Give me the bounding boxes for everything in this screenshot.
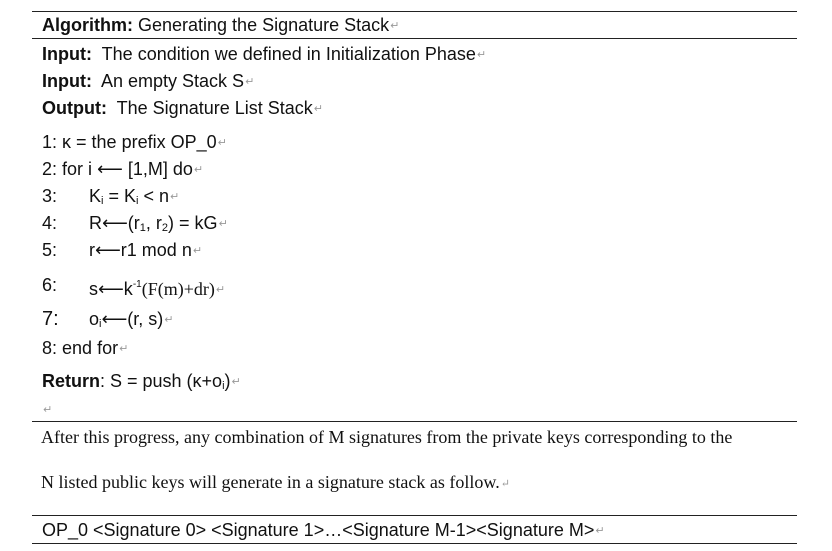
- return-label: Return: [42, 371, 100, 391]
- paragraph-mark: ↵: [245, 76, 255, 89]
- paragraph-mark: ↵: [193, 164, 204, 177]
- step-number: 2:: [42, 159, 58, 179]
- step-7: 7: oi⟵(r, s)↵: [42, 308, 173, 330]
- step-number: 8:: [42, 338, 58, 358]
- return-line: Return: S = push (κ+oi)↵: [42, 370, 241, 397]
- output-label: Output:: [42, 98, 107, 118]
- return-text: : S = push (κ+o: [100, 371, 223, 391]
- subscript: i: [101, 195, 104, 207]
- step-text-part: , r: [145, 213, 162, 233]
- paragraph-mark: ↵: [476, 49, 487, 62]
- input-line-1: Input: The condition we defined in Initi…: [42, 43, 486, 66]
- step-number: 5:: [42, 240, 58, 260]
- step-text: R⟵(r1, r2) = kG↵: [89, 212, 228, 239]
- step-text: s⟵k-1(F(m)+dr)↵: [89, 274, 225, 301]
- step-text-part: = K: [103, 186, 136, 206]
- paragraph-line-2: N listed public keys will generate in a …: [41, 471, 510, 495]
- step-2: 2: for i ⟵ [1,M] do↵: [42, 158, 203, 181]
- paragraph-mark: ↵: [43, 404, 53, 417]
- return-text: ): [224, 371, 231, 391]
- paragraph-mark: ↵: [192, 245, 203, 258]
- step-text-part: < n: [138, 186, 169, 206]
- paragraph-mark: ↵: [390, 20, 400, 33]
- paragraph-mark: ↵: [595, 525, 605, 538]
- paragraph-mark: ↵: [217, 137, 227, 150]
- step-text: end for: [62, 338, 119, 358]
- step-5: 5: r⟵r1 mod n↵: [42, 239, 202, 261]
- signature-stack-text: OP_0 <Signature 0> <Signature 1>…<Signat…: [42, 520, 595, 540]
- subscript: i: [222, 380, 225, 392]
- step-number: 4:: [42, 213, 58, 233]
- algorithm-title: Algorithm: Generating the Signature Stac…: [42, 14, 399, 37]
- paragraph-text: N listed public keys will generate in a …: [41, 472, 500, 492]
- step-text-part: K: [89, 186, 102, 206]
- paragraph-mark: ↵: [119, 343, 129, 356]
- step-number: 3:: [42, 186, 58, 206]
- step-3: 3: Ki = Ki < n↵: [42, 185, 179, 207]
- step-text: Ki = Ki < n↵: [89, 185, 179, 212]
- subscript: i: [136, 195, 139, 207]
- step-1: 1: κ = the prefix OP_0↵: [42, 131, 227, 154]
- step-text: oi⟵(r, s)↵: [89, 308, 173, 335]
- stack-top-rule: [32, 515, 797, 516]
- output-text: The Signature List Stack: [116, 98, 313, 118]
- step-text: for i ⟵ [1,M] do: [62, 159, 193, 179]
- superscript: -1: [132, 279, 142, 290]
- input-line-2: Input: An empty Stack S↵: [42, 70, 254, 93]
- header-rule: [32, 38, 797, 39]
- algorithm-title-text: Generating the Signature Stack: [138, 15, 390, 35]
- stack-bottom-rule: [32, 543, 797, 544]
- paragraph-mark: ↵: [218, 218, 228, 231]
- input-label: Input:: [42, 44, 92, 64]
- paragraph-text: After this progress, any combination of …: [41, 427, 733, 447]
- paragraph-mark: ↵: [169, 191, 180, 204]
- step-number: 7:: [42, 308, 59, 330]
- algorithm-label: Algorithm:: [42, 15, 133, 35]
- paragraph-mark: ↵: [231, 376, 241, 389]
- paragraph-mark: ↵: [164, 314, 174, 327]
- step-number: 1:: [42, 132, 58, 152]
- subscript: i: [99, 318, 102, 330]
- algorithm-bottom-rule: [32, 421, 797, 422]
- step-text-part: o: [89, 309, 100, 329]
- paragraph-line-1: After this progress, any combination of …: [41, 426, 732, 448]
- step-text-part: ) = kG: [168, 213, 218, 233]
- paragraph-mark: ↵: [313, 103, 323, 116]
- step-4: 4: R⟵(r1, r2) = kG↵: [42, 212, 228, 234]
- step-text: r⟵r1 mod n↵: [89, 239, 202, 262]
- empty-line: ↵: [42, 398, 52, 421]
- top-rule: [32, 11, 797, 12]
- signature-stack-line: OP_0 <Signature 0> <Signature 1>…<Signat…: [42, 519, 605, 542]
- step-6: 6: s⟵k-1(F(m)+dr)↵: [42, 274, 225, 299]
- step-text-part: r⟵r1 mod n: [89, 240, 192, 260]
- step-text: κ = the prefix OP_0: [62, 132, 217, 152]
- subscript: 1: [139, 222, 146, 234]
- paragraph-mark: ↵: [215, 284, 226, 297]
- paragraph-mark: ↵: [500, 477, 510, 490]
- subscript: 2: [161, 222, 169, 234]
- step-text-part: ⟵(r, s): [101, 309, 164, 329]
- output-line: Output: The Signature List Stack↵: [42, 97, 323, 120]
- input-label: Input:: [42, 71, 92, 91]
- step-text-part: R⟵(r: [89, 213, 140, 233]
- step-8: 8: end for↵: [42, 337, 128, 360]
- step-number: 6:: [42, 275, 58, 295]
- step-text-part: (F(m)+dr): [141, 279, 215, 299]
- input-text: The condition we defined in Initializati…: [101, 44, 476, 64]
- step-text-part: s⟵k: [89, 279, 133, 299]
- input-text: An empty Stack S: [101, 71, 245, 91]
